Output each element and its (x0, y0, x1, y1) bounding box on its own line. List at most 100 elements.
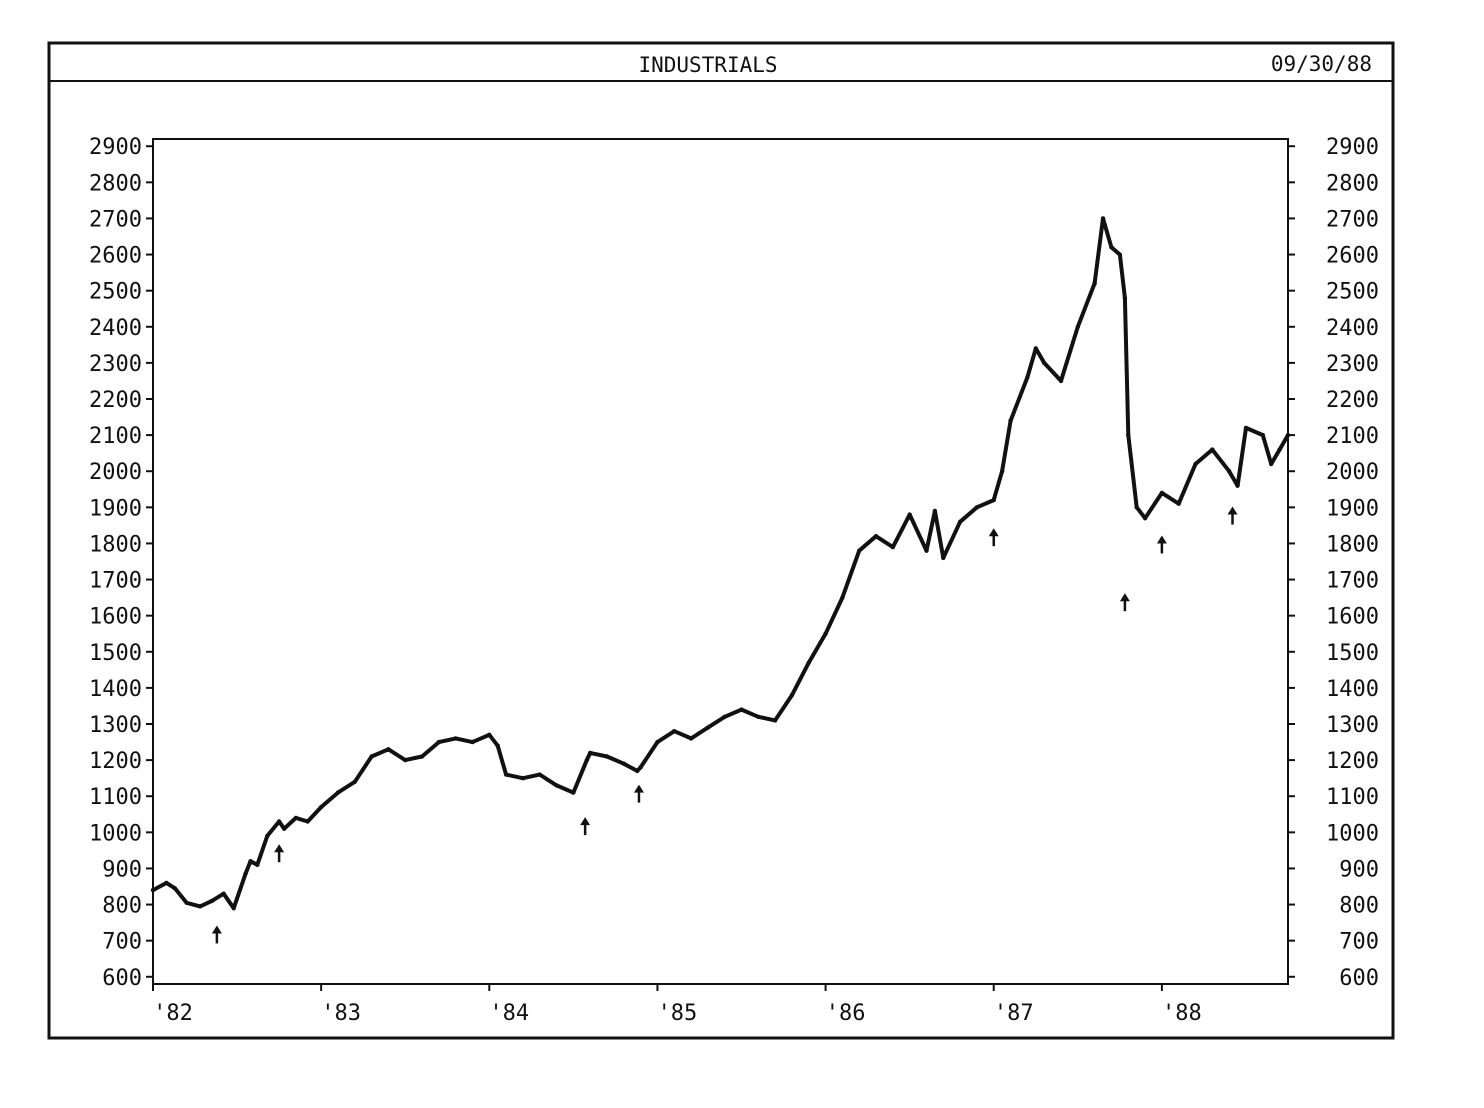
y-tick-label-right: 2600 (1326, 244, 1379, 269)
data-point (806, 660, 811, 665)
data-point (932, 508, 938, 514)
data-point (1235, 483, 1240, 488)
y-tick-label-right: 2900 (1326, 135, 1379, 160)
data-point (907, 512, 912, 517)
series-layer (150, 216, 1291, 911)
data-point (265, 833, 270, 839)
y-tick-label-left: 1700 (89, 569, 142, 594)
data-point (184, 900, 189, 905)
y-tick-label-right: 1100 (1326, 785, 1379, 810)
x-tick-label: '88 (1162, 1001, 1202, 1026)
data-point (1159, 490, 1165, 496)
data-point (1109, 245, 1114, 250)
data-point (403, 757, 408, 763)
y-tick-label-left: 2700 (89, 207, 142, 232)
up-arrow-marker (1119, 593, 1130, 612)
data-point (1117, 252, 1123, 257)
data-point (1277, 447, 1282, 452)
y-tick-label-left: 2100 (89, 424, 142, 449)
y-tick-label-right: 1500 (1326, 641, 1379, 666)
y-tick-label-left: 2800 (89, 171, 142, 196)
data-point (209, 898, 215, 904)
x-tick-label: '86 (826, 1001, 866, 1026)
data-point (638, 765, 643, 770)
y-tick-label-right: 1700 (1326, 569, 1379, 594)
plot-frame (152, 138, 1289, 985)
y-tick-label-left: 1200 (89, 749, 142, 774)
data-point (1193, 461, 1198, 467)
chart-title: INDUSTRIALS (638, 53, 777, 77)
data-point (957, 519, 963, 524)
data-point (520, 775, 526, 781)
y-tick-label-left: 700 (102, 930, 142, 955)
data-point (672, 729, 677, 734)
data-point (453, 736, 458, 741)
y-tick-label-right: 2400 (1326, 316, 1379, 341)
x-tick-label: '82 (153, 1001, 193, 1026)
y-tick-label-right: 800 (1339, 894, 1379, 919)
y-tick-label-right: 2000 (1326, 460, 1379, 485)
data-point (352, 779, 357, 784)
up-arrow-marker (211, 925, 222, 944)
y-tick-label-left: 2500 (89, 280, 142, 305)
data-point (1268, 461, 1274, 467)
data-point (584, 757, 590, 763)
data-point (318, 804, 324, 810)
y-tick-label-left: 2000 (89, 460, 142, 485)
up-arrow-marker (1156, 535, 1167, 554)
annotation-layer (211, 506, 1238, 944)
y-tick-label-left: 800 (102, 894, 142, 919)
data-point (772, 718, 778, 723)
data-point (890, 544, 896, 550)
data-point (293, 815, 299, 821)
x-axis: '82 '83 '84 '85 '86 '87 '88 (152, 984, 1202, 1026)
y-tick-label-right: 2800 (1326, 171, 1379, 196)
y-tick-label-left: 2300 (89, 352, 142, 377)
y-tick-label-right: 900 (1339, 857, 1379, 882)
data-point (571, 790, 576, 795)
up-arrow-marker (274, 844, 285, 863)
x-tick-label: '83 (321, 1001, 361, 1026)
up-arrow-marker (633, 784, 644, 803)
data-point (587, 750, 593, 756)
y-tick-label-left: 600 (102, 966, 142, 991)
chart-date: 09/30/88 (1271, 52, 1372, 76)
y-axis-left: 600 700 800 900 1000 1100 1200 1300 1400 1500 1600… (89, 135, 153, 991)
x-tick-label: '84 (489, 1001, 529, 1026)
data-point (840, 595, 845, 600)
data-point (1134, 505, 1139, 510)
data-point (197, 904, 203, 909)
y-tick-label-left: 900 (102, 857, 142, 882)
data-point (305, 819, 310, 824)
y-tick-label-left: 1000 (89, 821, 142, 846)
data-point (621, 761, 627, 766)
data-point (335, 790, 341, 795)
data-point (1122, 295, 1128, 301)
y-tick-label-left: 1300 (89, 713, 142, 738)
data-point (1008, 418, 1013, 423)
data-point (873, 534, 879, 539)
data-point (705, 725, 711, 730)
data-point (369, 754, 374, 759)
data-point (1285, 432, 1291, 438)
series-line (152, 216, 1290, 911)
y-tick-label-right: 1800 (1326, 532, 1379, 557)
y-tick-label-right: 1200 (1326, 749, 1379, 774)
data-point (1033, 346, 1038, 351)
data-point (974, 505, 980, 510)
data-point (281, 826, 287, 831)
data-point (823, 631, 828, 636)
data-point (991, 497, 996, 503)
y-tick-label-right: 1000 (1326, 821, 1379, 846)
data-point (1025, 375, 1030, 380)
data-point (172, 886, 178, 891)
y-tick-label-left: 2400 (89, 316, 142, 341)
data-point (495, 743, 500, 748)
data-point (470, 739, 475, 745)
data-point (655, 739, 660, 745)
y-tick-label-right: 2200 (1326, 388, 1379, 413)
data-point (1075, 324, 1081, 329)
data-point (1260, 432, 1265, 438)
y-tick-label-right: 600 (1339, 966, 1379, 991)
data-point (150, 887, 156, 893)
